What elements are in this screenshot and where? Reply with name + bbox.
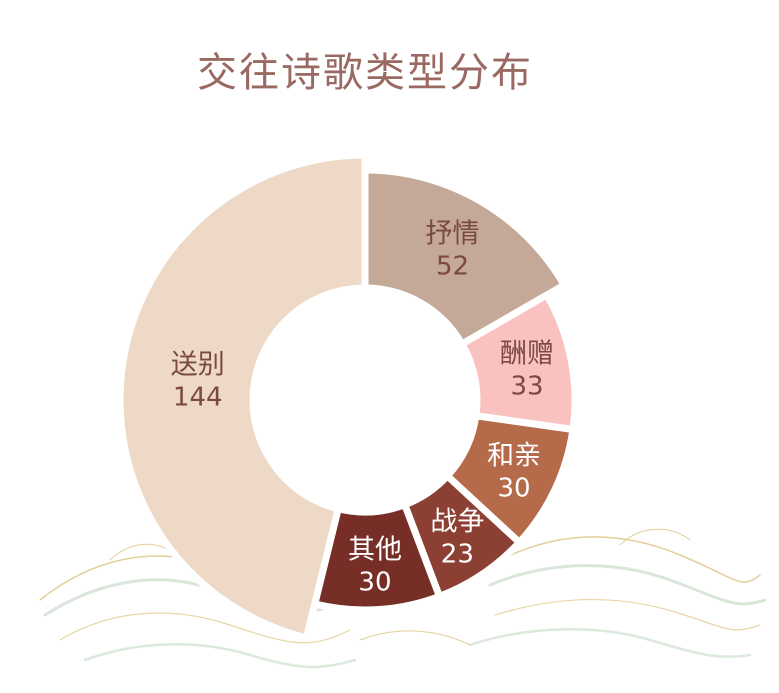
slice-label-category: 其他 — [348, 535, 402, 566]
slice-label-category: 送别 — [171, 350, 225, 381]
slice-label-value: 144 — [173, 383, 223, 413]
slice-label-category: 和亲 — [487, 441, 541, 472]
slice-label-value: 52 — [436, 251, 469, 281]
slice-label-category: 战争 — [430, 507, 484, 538]
slice-0 — [116, 151, 369, 642]
slice-1 — [361, 166, 568, 348]
slice-label-value: 23 — [441, 540, 474, 570]
wave-line — [468, 628, 752, 659]
wave-line — [59, 612, 351, 644]
slice-label-value: 33 — [510, 372, 543, 402]
chart-title: 交往诗歌类型分布 — [197, 50, 533, 96]
slice-label-category: 抒情 — [426, 218, 480, 249]
wave-line — [488, 564, 767, 606]
slice-label-category: 酬赠 — [500, 339, 554, 370]
wave-line — [499, 536, 761, 583]
donut-slices — [116, 151, 579, 642]
wave-line — [619, 528, 691, 546]
wave-line — [359, 630, 471, 646]
slice-label-value: 30 — [358, 568, 391, 598]
slice-label-value: 30 — [498, 474, 531, 504]
wave-line — [494, 599, 761, 631]
wave-line — [83, 643, 357, 669]
